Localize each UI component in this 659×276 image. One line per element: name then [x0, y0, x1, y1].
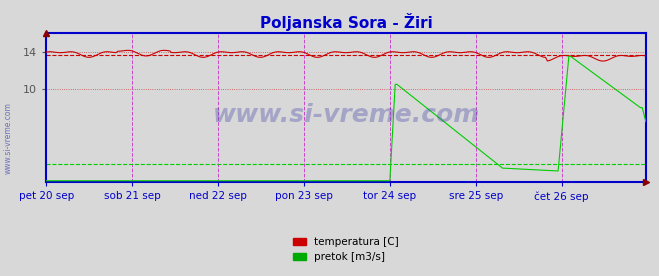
Legend: temperatura [C], pretok [m3/s]: temperatura [C], pretok [m3/s]: [289, 233, 403, 266]
Text: www.si-vreme.com: www.si-vreme.com: [3, 102, 13, 174]
Title: Poljanska Sora - Žiri: Poljanska Sora - Žiri: [260, 13, 432, 31]
Text: www.si-vreme.com: www.si-vreme.com: [212, 103, 480, 127]
